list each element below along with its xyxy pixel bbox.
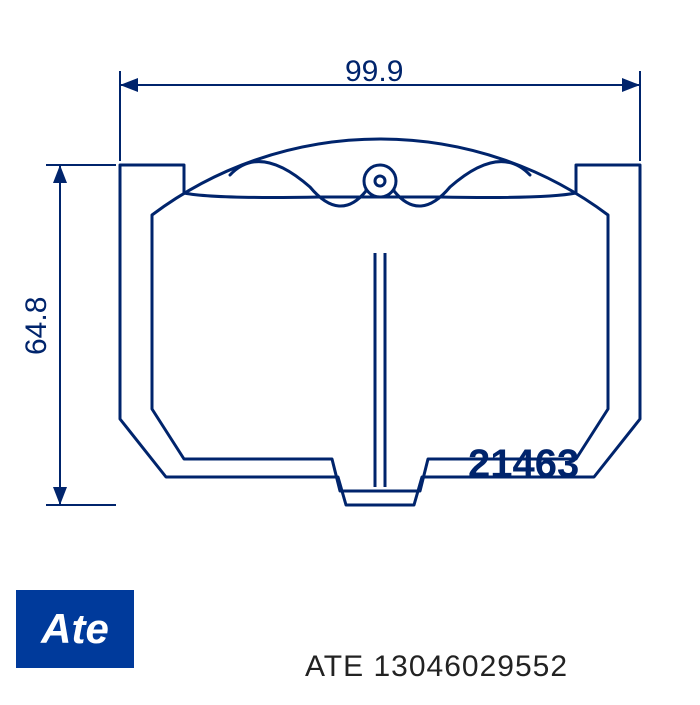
brand-logo: Ate xyxy=(16,590,134,668)
caption-code: 13046029552 xyxy=(373,650,568,683)
caption: ATE 13046029552 xyxy=(305,650,568,684)
diagram-canvas: 99.9 64.8 21463 Ate ATE 13046029552 xyxy=(0,0,700,700)
part-number-label: 21463 xyxy=(468,442,579,487)
height-dimension-label: 64.8 xyxy=(20,297,54,355)
brand-logo-text: Ate xyxy=(41,605,109,653)
width-dimension-label: 99.9 xyxy=(345,55,403,89)
caption-brand: ATE xyxy=(305,650,364,683)
